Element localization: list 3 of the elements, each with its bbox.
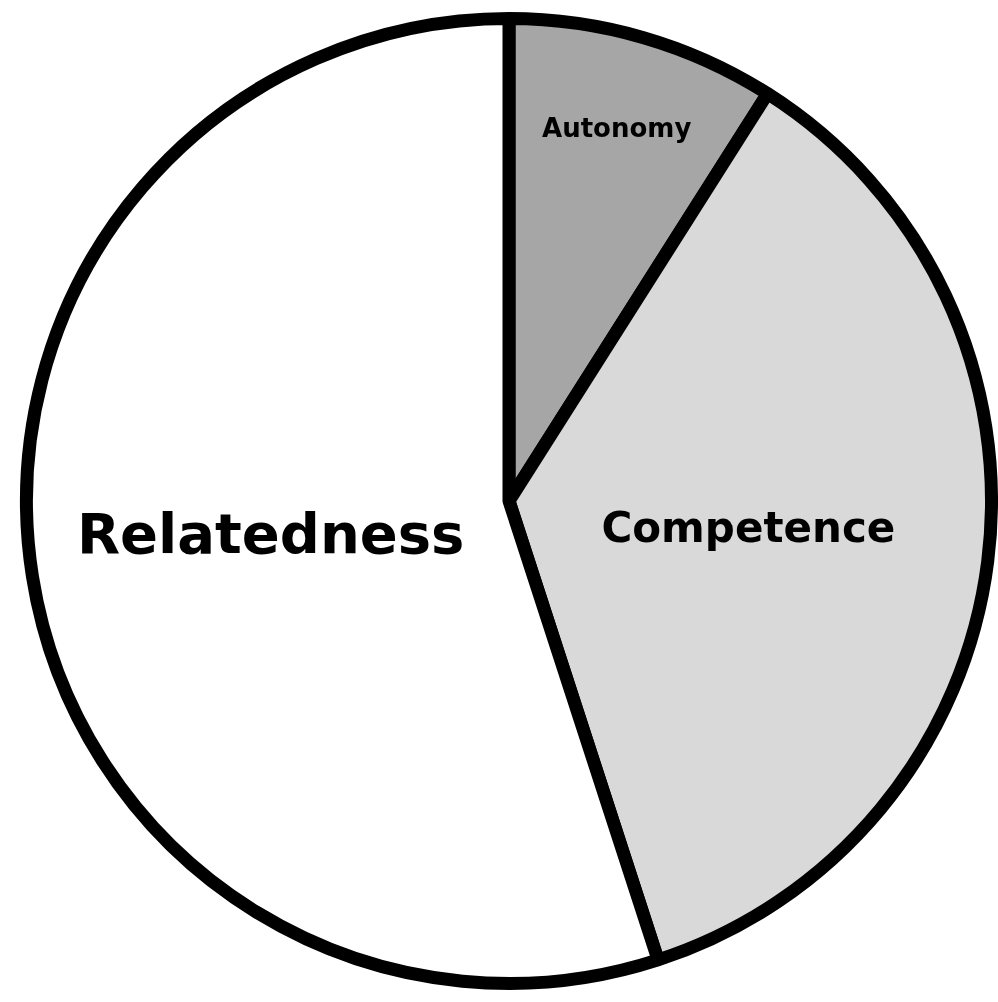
slice-label: Competence	[601, 503, 896, 553]
slice-label: Relatedness	[77, 501, 465, 567]
slice-label: Autonomy	[542, 113, 692, 144]
